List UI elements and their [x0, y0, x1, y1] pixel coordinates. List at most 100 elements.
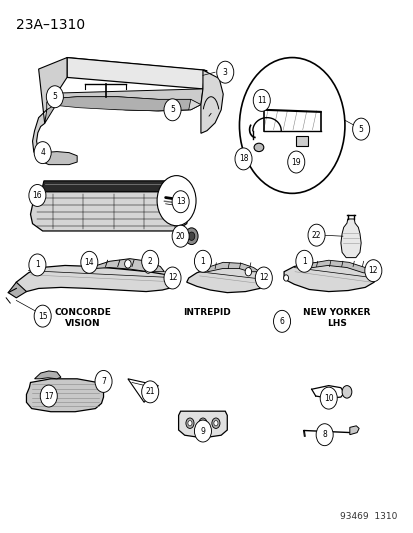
Circle shape — [185, 418, 194, 429]
Text: 5: 5 — [170, 106, 175, 114]
Text: 21: 21 — [145, 387, 154, 397]
Text: 1: 1 — [301, 257, 306, 266]
Circle shape — [239, 58, 344, 193]
Circle shape — [214, 421, 217, 426]
Text: 4: 4 — [40, 148, 45, 157]
Polygon shape — [67, 58, 204, 89]
Circle shape — [185, 228, 197, 245]
Circle shape — [352, 118, 369, 140]
Text: 13: 13 — [176, 197, 185, 206]
Text: 12: 12 — [368, 266, 377, 275]
Text: 93469  1310: 93469 1310 — [339, 512, 397, 521]
Text: 23A–1310: 23A–1310 — [16, 19, 85, 33]
Circle shape — [295, 251, 312, 272]
Text: 1: 1 — [35, 261, 40, 270]
Circle shape — [164, 99, 180, 121]
Circle shape — [253, 90, 270, 111]
Circle shape — [316, 424, 332, 446]
Text: 5: 5 — [52, 92, 57, 101]
Circle shape — [188, 421, 192, 426]
Text: 19: 19 — [291, 158, 300, 166]
Polygon shape — [206, 262, 259, 272]
Circle shape — [81, 252, 97, 273]
Polygon shape — [33, 58, 67, 162]
Circle shape — [365, 268, 372, 276]
Text: NEW YORKER
LHS: NEW YORKER LHS — [302, 308, 370, 328]
Text: 12: 12 — [167, 273, 177, 282]
Bar — [296, 136, 307, 147]
Text: 9: 9 — [200, 426, 205, 435]
Text: 18: 18 — [238, 155, 248, 164]
Polygon shape — [35, 371, 61, 379]
Circle shape — [255, 267, 272, 289]
Circle shape — [216, 61, 233, 83]
Text: 5: 5 — [358, 125, 363, 134]
Polygon shape — [349, 426, 358, 435]
Text: 8: 8 — [321, 430, 326, 439]
Text: 15: 15 — [38, 312, 47, 321]
Circle shape — [283, 275, 288, 281]
Circle shape — [200, 421, 204, 426]
Text: 20: 20 — [176, 232, 185, 241]
Polygon shape — [200, 70, 223, 133]
Circle shape — [273, 310, 290, 332]
Circle shape — [141, 381, 158, 403]
Text: CONCORDE
VISION: CONCORDE VISION — [55, 308, 112, 328]
Circle shape — [29, 184, 46, 206]
Circle shape — [124, 260, 131, 268]
Text: 16: 16 — [33, 191, 42, 200]
Text: 11: 11 — [256, 96, 266, 105]
Circle shape — [364, 260, 381, 281]
Polygon shape — [26, 379, 103, 411]
Circle shape — [46, 86, 63, 108]
Polygon shape — [93, 259, 164, 272]
Polygon shape — [47, 97, 200, 111]
Circle shape — [34, 142, 51, 164]
Ellipse shape — [254, 143, 263, 151]
Text: 22: 22 — [311, 231, 320, 240]
Circle shape — [34, 305, 51, 327]
Circle shape — [145, 265, 151, 273]
Text: INTREPID: INTREPID — [183, 308, 230, 317]
Circle shape — [29, 254, 46, 276]
Circle shape — [141, 251, 158, 272]
Polygon shape — [304, 260, 370, 273]
Circle shape — [194, 420, 211, 442]
Polygon shape — [16, 265, 174, 292]
Circle shape — [319, 387, 337, 409]
Text: 1: 1 — [200, 257, 205, 266]
Text: 14: 14 — [84, 258, 94, 267]
Circle shape — [188, 232, 195, 240]
Circle shape — [211, 418, 219, 429]
Polygon shape — [31, 192, 188, 231]
Text: 3: 3 — [222, 68, 227, 77]
Polygon shape — [42, 181, 174, 192]
Polygon shape — [340, 219, 360, 257]
Circle shape — [40, 385, 57, 407]
Polygon shape — [178, 411, 227, 437]
Text: 6: 6 — [279, 317, 284, 326]
Circle shape — [198, 418, 206, 429]
Circle shape — [287, 151, 304, 173]
Circle shape — [157, 175, 196, 226]
Text: 7: 7 — [101, 377, 106, 386]
Polygon shape — [67, 58, 206, 79]
Polygon shape — [186, 266, 269, 293]
Circle shape — [307, 224, 324, 246]
Text: 12: 12 — [259, 273, 268, 282]
Polygon shape — [8, 282, 26, 298]
Polygon shape — [57, 97, 190, 111]
Circle shape — [235, 148, 252, 170]
Circle shape — [244, 268, 251, 276]
Text: 2: 2 — [147, 257, 152, 266]
Circle shape — [164, 267, 180, 289]
Circle shape — [95, 370, 112, 392]
Polygon shape — [283, 262, 373, 292]
Polygon shape — [57, 89, 202, 111]
Polygon shape — [45, 93, 57, 123]
Circle shape — [172, 225, 189, 247]
Polygon shape — [40, 151, 77, 165]
Circle shape — [172, 191, 189, 213]
Circle shape — [194, 251, 211, 272]
Text: 17: 17 — [44, 392, 53, 400]
